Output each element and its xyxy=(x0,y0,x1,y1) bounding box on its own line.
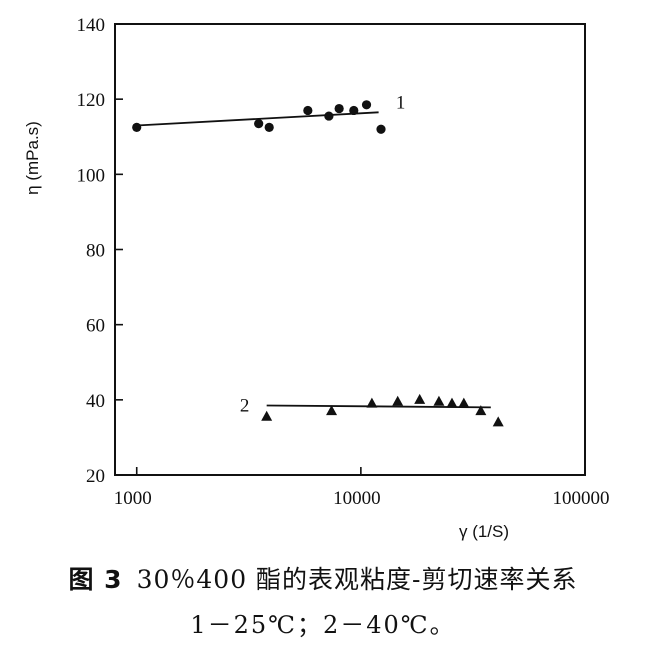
y-axis-title: η (mPa.s) xyxy=(23,121,42,195)
plot-frame xyxy=(114,23,586,476)
series-label-2: 2 xyxy=(240,395,250,416)
data-point-series-1 xyxy=(254,118,264,129)
y-tick-label: 60 xyxy=(86,316,105,337)
x-axis-title: γ (1/S) xyxy=(459,522,509,541)
data-point-series-1 xyxy=(264,122,274,132)
fit-line-series-1 xyxy=(136,111,379,127)
data-point-series-1 xyxy=(303,105,313,116)
data-point-series-2 xyxy=(458,397,470,408)
y-tick-label: 40 xyxy=(86,391,105,412)
data-point-series-1 xyxy=(361,100,372,110)
data-point-series-2 xyxy=(414,393,426,404)
data-point-series-2 xyxy=(475,405,487,416)
figure-number: 图 3 xyxy=(68,565,123,594)
data-point-series-1 xyxy=(132,122,142,132)
data-point-series-1 xyxy=(376,124,386,134)
data-point-series-2 xyxy=(492,416,504,427)
data-point-series-2 xyxy=(392,395,404,406)
data-points xyxy=(132,100,504,427)
series-label-1: 1 xyxy=(396,92,406,113)
data-point-series-1 xyxy=(334,103,344,114)
y-tick-label: 100 xyxy=(77,165,106,186)
y-tick-label: 140 xyxy=(77,15,106,36)
figure-title: 30％400 酯的表观粘度-剪切速率关系 xyxy=(136,565,578,594)
y-tick-label: 120 xyxy=(77,90,106,111)
y-axis: 20 40 60 80 100 120 140 xyxy=(77,15,123,487)
x-tick-label: 100000 xyxy=(553,488,610,509)
data-point-series-2 xyxy=(261,410,273,421)
fit-lines xyxy=(136,111,491,409)
data-point-series-2 xyxy=(433,395,445,406)
x-tick-label: 1000 xyxy=(114,488,152,509)
x-tick-label: 10000 xyxy=(333,488,381,509)
data-point-series-2 xyxy=(326,405,338,416)
figure-legend-line: 1－25℃；2－40℃。 xyxy=(190,611,456,639)
data-point-series-2 xyxy=(446,397,458,408)
data-point-series-1 xyxy=(349,105,359,116)
figure-caption: 图 3 30％400 酯的表观粘度-剪切速率关系 xyxy=(0,560,646,596)
y-tick-label: 80 xyxy=(86,241,105,262)
data-point-series-2 xyxy=(366,397,378,408)
x-axis: 1000 10000 100000 xyxy=(114,467,610,509)
y-tick-label: 20 xyxy=(86,466,105,487)
data-point-series-1 xyxy=(324,111,334,121)
series-labels: 12 xyxy=(240,92,405,416)
